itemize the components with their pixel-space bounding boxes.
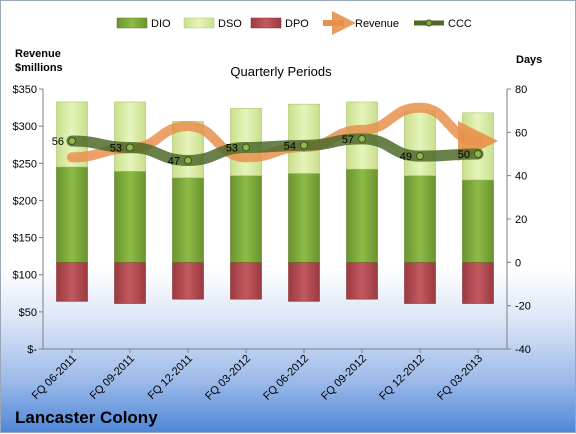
left-tick-label: $50 xyxy=(19,307,37,319)
left-axis-title-line2: $millions xyxy=(15,62,63,74)
dio-bar xyxy=(172,177,204,263)
dpo-bar xyxy=(230,262,262,300)
right-tick-label: 60 xyxy=(515,127,527,139)
left-tick-label: $250 xyxy=(13,158,37,170)
ccc-data-label: 49 xyxy=(400,151,412,163)
company-name: Lancaster Colony xyxy=(15,408,158,427)
dio-bar xyxy=(56,166,88,263)
left-tick-label: $350 xyxy=(13,84,37,96)
dio-bar xyxy=(230,175,262,263)
ccc-layer: 56 53 47 53 54 57 49 50 xyxy=(52,133,484,168)
dio-bar xyxy=(114,171,146,263)
dpo-bar xyxy=(404,262,436,304)
ccc-data-label: 56 xyxy=(52,136,64,148)
left-axis-title-line1: Revenue xyxy=(15,48,61,60)
legend-label-dio: DIO xyxy=(151,18,171,30)
ccc-point xyxy=(474,150,482,158)
legend-label-dpo: DPO xyxy=(285,18,309,30)
left-tick-label: $150 xyxy=(13,233,37,245)
dio-bar xyxy=(404,175,436,263)
ccc-point xyxy=(184,156,192,165)
right-tick-label: -40 xyxy=(515,344,531,356)
right-axis-title: Days xyxy=(516,54,542,66)
dso-bar xyxy=(404,110,436,176)
ccc-data-label: 54 xyxy=(284,140,296,152)
chart-title: Quarterly Periods xyxy=(230,64,332,79)
right-axis-ticks: -40 -20 0 20 40 60 80 xyxy=(507,84,531,356)
x-tick-label: FQ 12-2012 xyxy=(377,353,427,403)
x-axis-labels: FQ 06-2011 FQ 09-2011 FQ 12-2011 FQ 03-2012… xyxy=(30,349,485,403)
legend-item-ccc: CCC xyxy=(414,18,472,30)
dpo-bar xyxy=(462,262,494,304)
dso-bar xyxy=(288,103,320,174)
right-tick-label: 40 xyxy=(515,171,527,183)
right-tick-label: 20 xyxy=(515,214,527,226)
dpo-bar xyxy=(346,262,378,300)
legend-item-dio: DIO xyxy=(116,17,171,30)
right-tick-label: 0 xyxy=(515,257,521,269)
left-tick-label: $- xyxy=(27,344,37,356)
dio-bar xyxy=(346,168,378,263)
ccc-line xyxy=(66,133,484,167)
ccc-point xyxy=(416,152,424,161)
right-tick-label: 80 xyxy=(515,84,527,96)
bar-layer xyxy=(56,101,494,304)
legend-swatch-dio xyxy=(116,17,148,29)
right-tick-label: -20 xyxy=(515,301,531,313)
dso-bar xyxy=(462,112,494,181)
ccc-data-label: 53 xyxy=(226,143,238,155)
left-tick-label: $100 xyxy=(13,270,37,282)
ccc-point xyxy=(358,134,366,143)
legend-swatch-dpo xyxy=(250,17,282,29)
dio-bar xyxy=(288,173,320,263)
ccc-point xyxy=(68,137,76,145)
legend-label-ccc: CCC xyxy=(448,18,472,30)
dio-bar xyxy=(462,179,494,263)
legend-item-dso: DSO xyxy=(183,17,242,30)
x-tick-label: FQ 06-2011 xyxy=(30,353,79,402)
left-axis-ticks: $- $50 $100 $150 $200 $250 $300 $350 xyxy=(13,84,43,356)
left-tick-label: $300 xyxy=(13,121,37,133)
ccc-point xyxy=(126,143,134,152)
legend-swatch-dso xyxy=(183,17,215,29)
dpo-bar xyxy=(288,262,320,302)
ccc-point xyxy=(242,143,250,152)
x-tick-label: FQ 09-2012 xyxy=(319,353,369,403)
dpo-bar xyxy=(56,262,88,302)
ccc-point xyxy=(300,141,308,150)
ccc-data-label: 50 xyxy=(458,149,470,161)
ccc-data-label: 47 xyxy=(168,156,180,168)
legend-label-revenue: Revenue xyxy=(355,18,399,30)
dso-bar xyxy=(114,101,146,172)
legend-item-dpo: DPO xyxy=(250,17,309,30)
legend: DIO DSO DPO Revenue CCC xyxy=(116,11,472,35)
x-tick-label: FQ 03-2012 xyxy=(203,353,253,403)
legend-label-dso: DSO xyxy=(218,18,242,30)
x-tick-label: FQ 12-2011 xyxy=(146,353,195,402)
legend-marker-ccc xyxy=(425,19,433,27)
ccc-data-label: 53 xyxy=(110,143,122,155)
x-tick-label: FQ 03-2013 xyxy=(435,353,485,403)
left-tick-label: $200 xyxy=(13,195,37,207)
ccc-data-label: 57 xyxy=(342,134,354,146)
dpo-bar xyxy=(172,262,204,300)
x-tick-label: FQ 06-2012 xyxy=(261,353,311,403)
legend-item-revenue: Revenue xyxy=(323,11,399,35)
dpo-bar xyxy=(114,262,146,304)
x-tick-label: FQ 09-2011 xyxy=(88,353,137,402)
